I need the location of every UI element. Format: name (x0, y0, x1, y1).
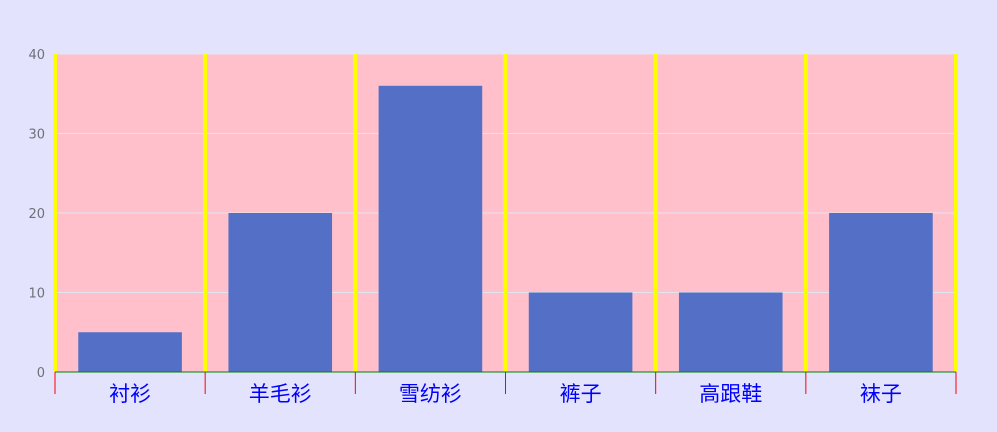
y-tick-label: 10 (28, 287, 45, 302)
y-tick-label: 40 (28, 48, 45, 63)
bar (379, 86, 483, 372)
x-category-label: 衬衫 (109, 382, 151, 406)
x-category-label: 裤子 (560, 382, 602, 406)
x-category-label: 雪纺衫 (399, 382, 462, 406)
bar (529, 293, 633, 373)
bar (829, 213, 933, 372)
x-category-label: 羊毛衫 (249, 382, 312, 406)
y-tick-label: 0 (37, 366, 45, 381)
bar (228, 213, 332, 372)
bar (78, 332, 182, 372)
y-tick-label: 20 (28, 207, 45, 222)
y-tick-label: 30 (28, 128, 45, 143)
bar (679, 293, 783, 373)
x-category-label: 高跟鞋 (699, 382, 762, 406)
x-category-label: 袜子 (860, 382, 902, 406)
